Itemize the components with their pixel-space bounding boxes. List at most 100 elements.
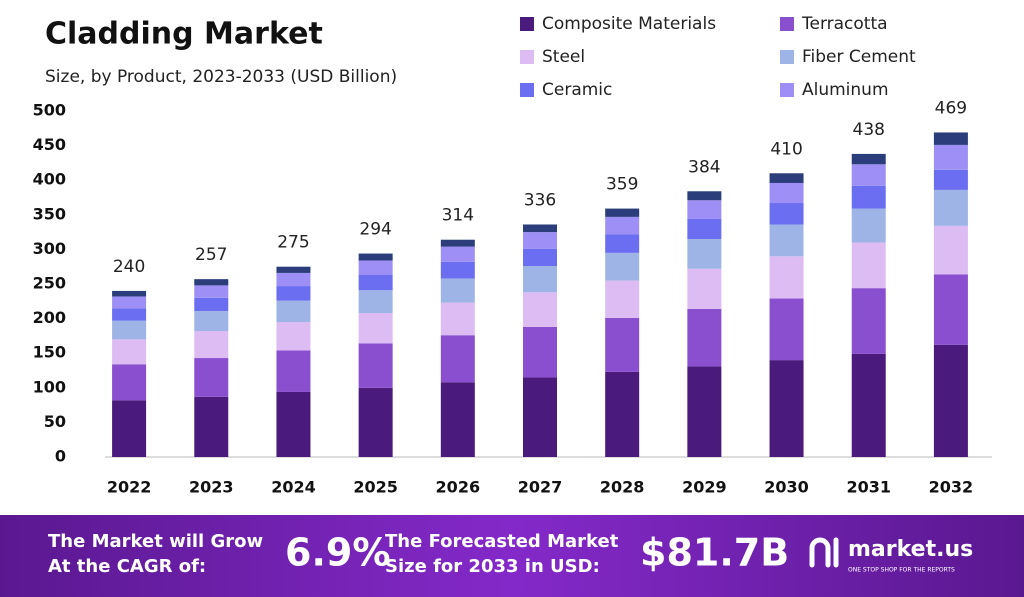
bar-segment [194,297,229,311]
x-tick-label: 2031 [846,478,891,497]
y-tick-label: 400 [33,170,66,189]
bar-segment [851,208,886,243]
legend-label: Fiber Cement [802,47,916,67]
bar-segment [440,239,475,247]
bar-segment [605,317,640,372]
bar-segment [112,290,147,297]
legend-swatch [780,17,794,31]
bar-segment [440,335,475,383]
bar-segment [194,358,229,397]
total-label: 384 [688,157,720,177]
total-label: 240 [113,257,145,277]
bar-segment [851,153,886,165]
legend-swatch [520,17,534,31]
bar-segment [440,261,475,279]
bar-segment [276,286,311,301]
bar-segment [523,326,557,378]
legend-swatch [520,50,534,64]
bar-segment [605,216,640,235]
bar-segment [605,252,640,281]
total-label: 410 [770,139,802,159]
bar-segment [112,296,147,309]
y-tick-label: 50 [44,412,66,431]
x-tick-label: 2025 [353,478,398,497]
bar-segment [523,224,557,233]
bar-segment [851,353,886,457]
bar-segment [112,364,147,401]
legend-label: Steel [542,47,585,67]
y-tick-label: 450 [33,135,66,154]
bar-segment [933,144,968,170]
bar-segment [769,224,804,257]
bar-segment [194,279,229,286]
bar-segment [194,285,229,298]
bar-segment [769,360,804,457]
bar-segment [687,218,722,240]
legend-label: Ceramic [542,80,612,100]
bar-segment [194,331,229,359]
bar-segment [276,300,311,323]
bar-segment [687,191,722,201]
bar-segment [440,382,475,457]
x-tick-label: 2032 [929,478,974,497]
bar-segment [358,387,393,457]
x-tick-label: 2024 [271,478,316,497]
bar-segment [851,242,886,289]
bar-segment [523,292,557,327]
bar-segment [687,366,722,457]
bar-segment [358,260,393,276]
bar-segment [523,232,557,249]
bar-segment [440,278,475,303]
bar-segment [358,313,393,344]
bar-segment [769,182,804,204]
forecast-value: $81.7B [640,531,789,575]
bar-segment [112,320,147,340]
y-tick-label: 200 [33,308,66,327]
cagr-text: The Market will Grow [48,531,263,552]
bar-segment [112,400,147,457]
bar-segment [933,169,968,190]
forecast-text: Size for 2033 in USD: [385,556,600,577]
bar-segment [933,189,968,226]
bar-segment [851,185,886,209]
total-label: 275 [277,233,309,253]
brand-name: market.us [848,537,973,562]
x-tick-label: 2028 [600,478,645,497]
y-tick-label: 150 [33,343,66,362]
bar-segment [687,268,722,309]
bar-segment [440,302,475,336]
bar-segment [523,248,557,267]
bar-segment [276,322,311,351]
x-tick-label: 2023 [189,478,234,497]
total-label: 438 [853,120,885,140]
legend-swatch [520,83,534,97]
legend-swatch [780,50,794,64]
bar-segment [112,339,147,365]
total-label: 314 [442,206,474,226]
bar-segment [687,308,722,367]
y-tick-label: 100 [33,377,66,396]
legend-label: Terracotta [801,14,888,34]
bar-segment [276,391,311,457]
bar-segment [933,344,968,457]
bar-segment [769,256,804,299]
bar-segment [605,208,640,217]
footer-banner [0,515,1024,597]
bar-segment [605,280,640,318]
x-tick-label: 2026 [436,478,481,497]
bar-segment [933,274,968,345]
legend-swatch [780,83,794,97]
bar-segment [605,371,640,457]
x-tick-label: 2029 [682,478,727,497]
brand-tagline: ONE STOP SHOP FOR THE REPORTS [848,567,955,574]
y-tick-label: 500 [33,101,66,120]
bar-segment [194,396,229,457]
cagr-value: 6.9% [285,531,390,575]
bar-segment [358,275,393,291]
bar-segment [851,288,886,354]
total-label: 336 [524,190,556,210]
y-tick-label: 0 [55,447,66,466]
y-tick-label: 300 [33,239,66,258]
bar-segment [440,246,475,262]
